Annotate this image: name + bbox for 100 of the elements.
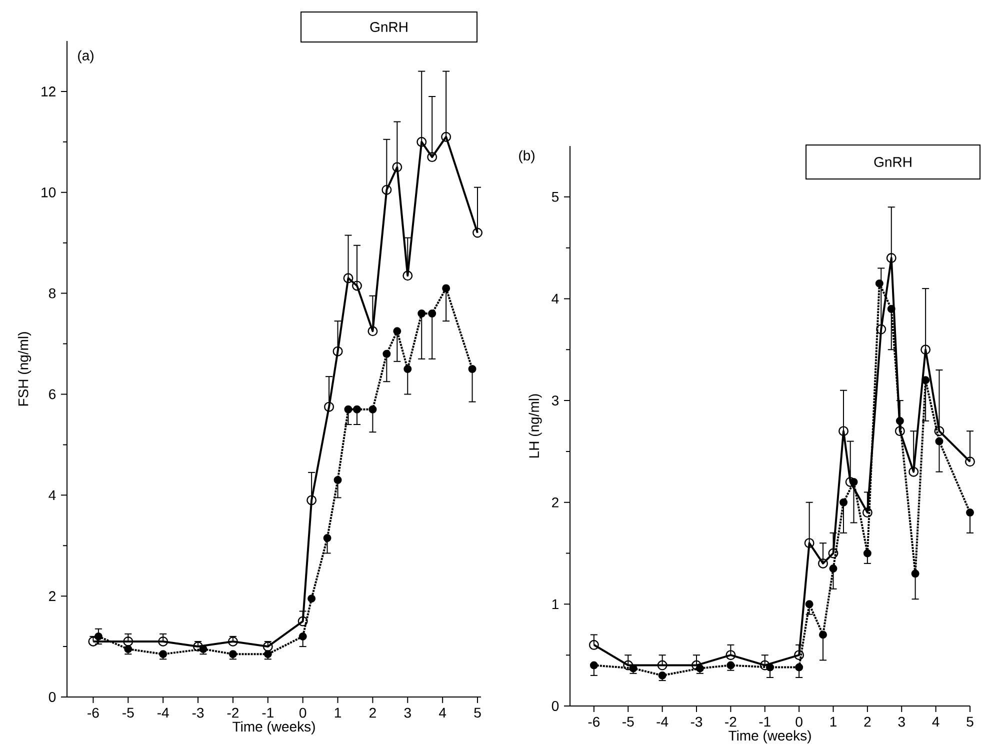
x-tick-label: 3 <box>404 708 411 718</box>
point <box>228 650 237 658</box>
point <box>262 642 273 652</box>
point <box>418 309 426 318</box>
point <box>472 228 483 238</box>
point <box>123 636 134 646</box>
x-tick-label: -6 <box>88 708 99 718</box>
point <box>850 478 858 486</box>
point <box>228 636 238 646</box>
text: GnRH <box>370 22 408 32</box>
x-tick-label: -2 <box>725 716 736 727</box>
point <box>911 570 920 578</box>
point <box>795 663 804 672</box>
point <box>875 279 884 288</box>
point <box>887 304 896 313</box>
x-tick-label: -3 <box>690 716 702 727</box>
point <box>922 376 930 384</box>
x-tick-label: 0 <box>299 708 306 718</box>
x-tick-label: 3 <box>898 716 905 727</box>
point <box>427 152 438 162</box>
point <box>442 284 450 292</box>
y-tick-label: 1 <box>552 599 558 609</box>
point <box>402 270 413 281</box>
point <box>343 273 354 284</box>
y-tick-label: 4 <box>552 294 559 304</box>
point <box>862 508 872 518</box>
x-tick-label: 4 <box>438 708 446 718</box>
point <box>590 661 598 670</box>
point <box>392 162 402 172</box>
point <box>629 664 638 672</box>
point <box>829 564 838 573</box>
point <box>368 326 378 336</box>
y-tick-label: 2 <box>552 497 558 508</box>
point <box>818 558 828 568</box>
point <box>588 640 599 650</box>
point <box>334 476 342 484</box>
x-tick-label: -3 <box>192 708 204 718</box>
point <box>692 660 702 670</box>
x-tick-label: -5 <box>122 708 134 718</box>
x-tick-label: 1 <box>830 716 836 726</box>
point <box>966 508 974 517</box>
y-tick-label: 0 <box>552 701 559 711</box>
point <box>726 650 736 660</box>
point <box>193 642 204 652</box>
point <box>804 538 814 548</box>
point <box>908 466 919 477</box>
point <box>344 405 352 414</box>
y-tick-label: 8 <box>48 288 56 298</box>
x-tick-label: -1 <box>262 708 274 718</box>
point <box>158 636 168 646</box>
x-tick-label: -4 <box>157 708 169 718</box>
point <box>838 426 849 436</box>
x-tick-label: -4 <box>656 716 668 726</box>
x-tick-label: 4 <box>932 716 940 726</box>
point <box>696 664 704 672</box>
point <box>332 346 343 356</box>
y-tick-label: 10 <box>42 187 56 198</box>
point <box>416 136 427 147</box>
x-tick-label: 0 <box>796 716 802 727</box>
point <box>886 253 896 263</box>
x-tick-label: 2 <box>370 708 376 718</box>
x-tick-label: 1 <box>334 708 341 718</box>
x-tick-label: -1 <box>759 716 770 726</box>
point <box>159 650 168 658</box>
x-tick-label: 5 <box>966 716 974 727</box>
point <box>818 630 827 639</box>
point <box>393 327 402 336</box>
point <box>894 426 905 436</box>
point <box>298 616 308 626</box>
text: (b) <box>519 150 534 164</box>
point <box>368 405 377 414</box>
point <box>965 456 975 467</box>
point <box>298 632 307 640</box>
y-axis-title: FSH (ng/ml) <box>18 332 32 406</box>
x-tick-label: -2 <box>227 708 238 718</box>
x-axis-title: Time (weeks) <box>232 721 315 734</box>
point <box>840 498 848 506</box>
y-tick-label: 3 <box>552 396 559 406</box>
point <box>828 548 838 558</box>
point <box>352 405 361 414</box>
point <box>863 549 872 558</box>
x-tick-label: 5 <box>474 708 481 718</box>
y-tick-label: 0 <box>48 692 56 702</box>
point <box>766 663 774 672</box>
y-tick-label: 12 <box>42 86 56 96</box>
y-tick-label: 5 <box>552 192 559 202</box>
point <box>308 594 316 603</box>
point <box>382 350 391 358</box>
point <box>323 534 332 542</box>
point <box>876 324 886 334</box>
point <box>896 416 904 425</box>
point <box>920 344 931 355</box>
point <box>623 660 634 670</box>
point <box>264 650 272 658</box>
y-tick-label: 2 <box>49 591 56 601</box>
point <box>306 495 317 506</box>
x-axis-title: Time (weeks) <box>728 730 811 744</box>
annotation: (a) <box>78 50 94 64</box>
x-tick-label: 2 <box>864 716 871 727</box>
point <box>324 402 334 412</box>
